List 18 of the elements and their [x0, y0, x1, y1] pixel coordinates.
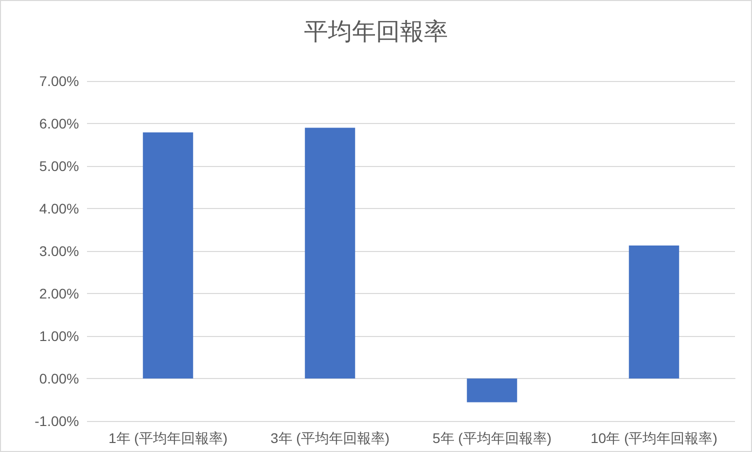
x-tick-label: 3年 (平均年回報率): [270, 430, 390, 446]
y-tick-label: 2.00%: [39, 286, 79, 302]
y-tick-label: 5.00%: [39, 158, 79, 174]
chart-title: 平均年回報率: [304, 18, 448, 46]
bar: [142, 132, 194, 378]
y-tick-label: 1.00%: [39, 328, 79, 344]
bar: [304, 128, 356, 378]
x-tick-label: 5年 (平均年回報率): [432, 430, 552, 446]
y-tick-label: 6.00%: [39, 116, 79, 132]
x-tick-label: 1年 (平均年回報率): [108, 430, 228, 446]
x-tick-label: 10年 (平均年回報率): [590, 430, 718, 446]
y-tick-label: 0.00%: [39, 370, 79, 386]
y-tick-label: -1.00%: [34, 413, 79, 429]
y-tick-label: 4.00%: [39, 200, 79, 216]
y-tick-label: 7.00%: [39, 73, 79, 89]
bar: [466, 378, 518, 402]
bar: [628, 245, 680, 378]
y-tick-label: 3.00%: [39, 243, 79, 259]
